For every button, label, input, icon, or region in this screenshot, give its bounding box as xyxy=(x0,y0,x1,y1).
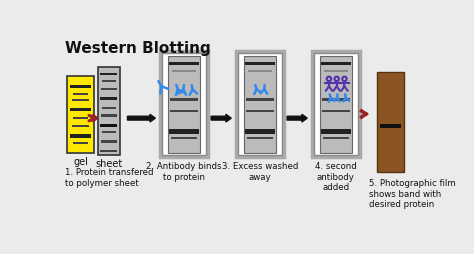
FancyArrow shape xyxy=(128,115,155,122)
Bar xyxy=(171,138,197,140)
Bar xyxy=(100,124,118,128)
Bar xyxy=(377,73,404,172)
Bar xyxy=(101,89,117,91)
Bar xyxy=(73,118,88,120)
Bar xyxy=(72,100,89,101)
Bar xyxy=(312,52,360,158)
Text: 2. Antibody binds
to protein: 2. Antibody binds to protein xyxy=(146,162,222,181)
Bar xyxy=(170,110,198,113)
Bar xyxy=(102,132,116,134)
Bar xyxy=(322,99,350,101)
Bar xyxy=(321,63,351,66)
Text: Western Blotting: Western Blotting xyxy=(65,41,211,56)
Bar xyxy=(246,110,274,113)
Bar xyxy=(314,54,357,155)
Bar xyxy=(247,138,273,140)
Text: 1. Protein transfered
to polymer sheet: 1. Protein transfered to polymer sheet xyxy=(65,168,154,187)
FancyArrow shape xyxy=(211,115,231,122)
Bar xyxy=(172,70,196,72)
Bar xyxy=(98,67,120,155)
Bar xyxy=(71,109,91,112)
Bar xyxy=(247,70,273,72)
Text: 5. Photographic film
shows band with
desired protein: 5. Photographic film shows band with des… xyxy=(369,179,456,208)
Bar xyxy=(73,142,88,144)
Bar xyxy=(169,130,199,134)
Bar xyxy=(100,73,118,76)
Bar xyxy=(319,57,352,153)
Bar xyxy=(245,130,275,134)
Bar xyxy=(321,130,351,134)
Bar xyxy=(100,150,118,152)
Bar xyxy=(102,81,116,83)
Text: 4. second
antibody
added: 4. second antibody added xyxy=(315,162,357,191)
Bar xyxy=(380,124,401,128)
Bar xyxy=(238,54,282,155)
Bar xyxy=(162,54,206,155)
Bar xyxy=(168,57,201,153)
Bar xyxy=(169,63,199,66)
Bar xyxy=(100,98,118,101)
FancyArrow shape xyxy=(287,115,307,122)
Bar xyxy=(246,99,274,101)
Bar xyxy=(245,63,275,66)
Bar xyxy=(101,141,117,143)
Bar xyxy=(71,86,91,88)
Bar xyxy=(101,115,117,117)
Bar xyxy=(322,110,350,113)
Text: 3. Excess washed
away: 3. Excess washed away xyxy=(222,162,298,181)
Text: gel: gel xyxy=(73,156,88,166)
Bar xyxy=(170,99,198,101)
Text: sheet: sheet xyxy=(95,158,122,168)
Bar xyxy=(160,52,208,158)
Bar xyxy=(102,107,116,109)
Bar xyxy=(244,57,276,153)
Bar xyxy=(67,76,94,153)
Bar xyxy=(73,93,88,95)
Bar xyxy=(71,135,91,139)
Bar xyxy=(323,138,349,140)
Bar xyxy=(236,52,284,158)
Bar xyxy=(72,125,89,128)
Bar xyxy=(324,70,348,72)
